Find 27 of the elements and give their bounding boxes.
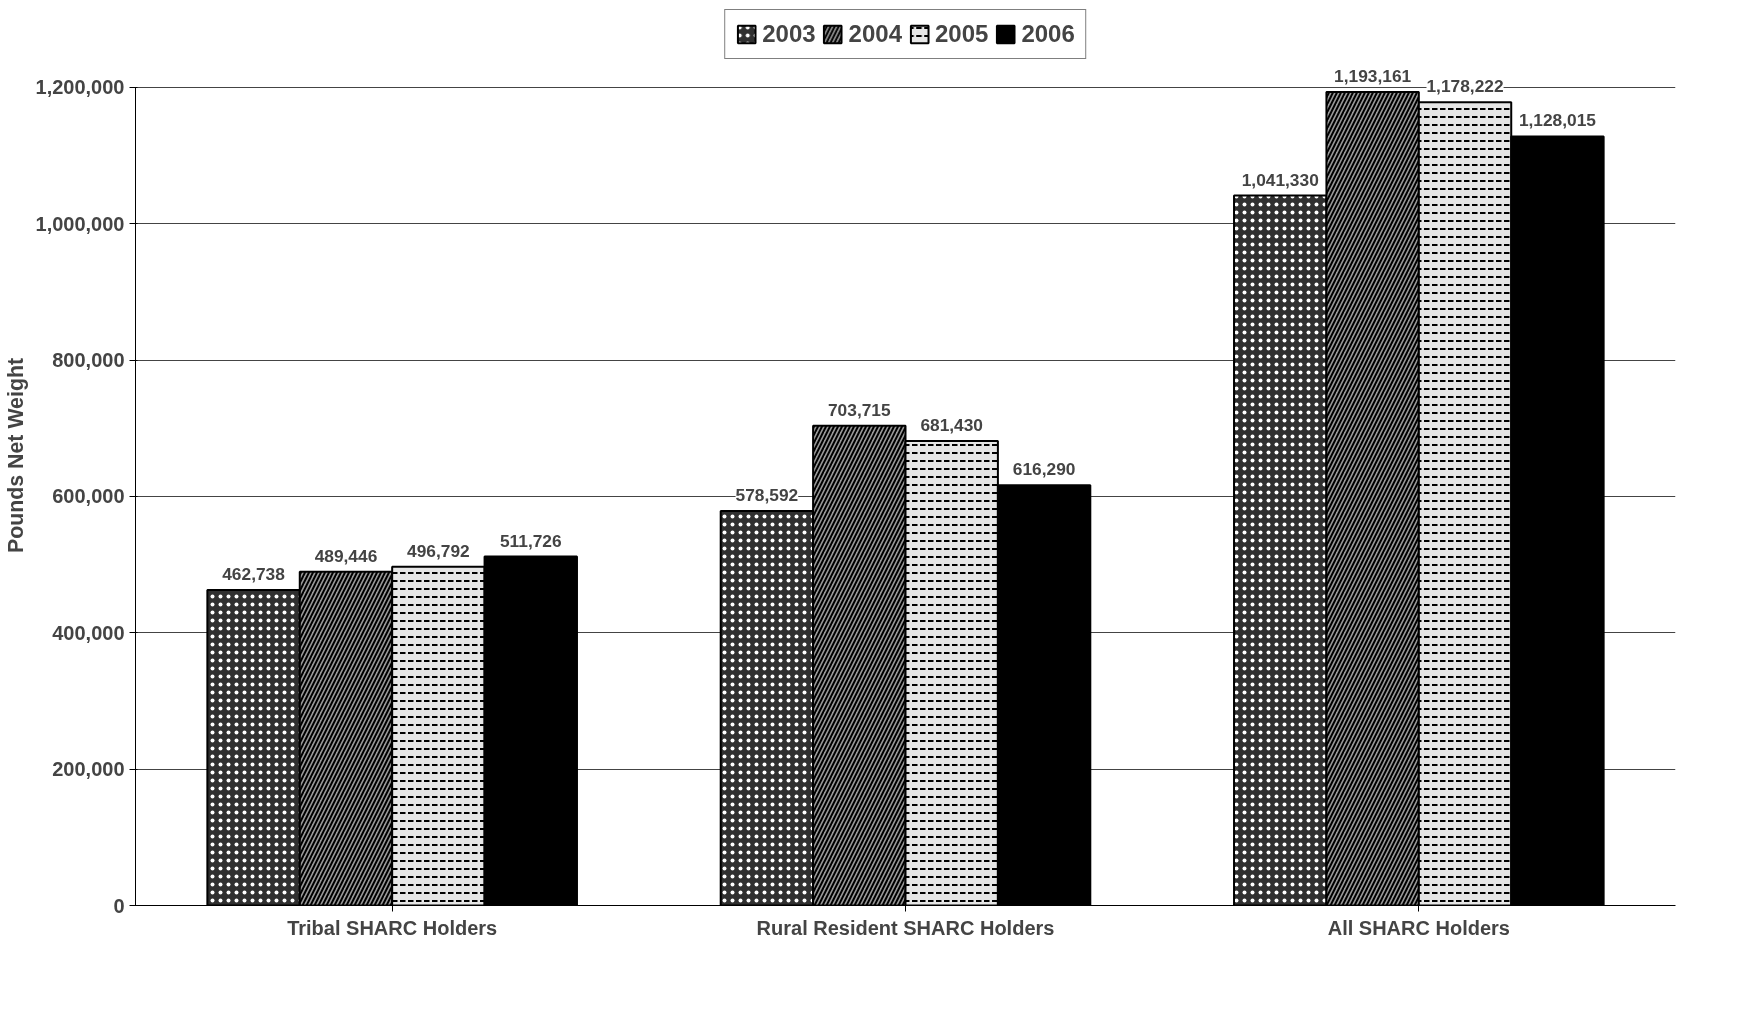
y-tick-label: 1,200,000 (35, 76, 125, 99)
data-label: 462,738 (222, 564, 286, 584)
x-tick-label: Tribal SHARC Holders (287, 916, 498, 939)
data-label: 703,715 (827, 399, 891, 420)
y-tick-label: 1,000,000 (35, 212, 125, 235)
x-tick-label: Rural Resident SHARC Holders (756, 916, 1055, 939)
y-tick-label: 200,000 (52, 758, 125, 781)
data-label: 1,193,161 (1334, 65, 1412, 86)
y-tick-label: 400,000 (52, 621, 125, 644)
y-tick-label: 800,000 (52, 349, 125, 372)
data-label: 578,592 (735, 485, 799, 506)
legend-label: 2003 (762, 20, 816, 48)
y-tick-label: 0 (113, 894, 125, 917)
data-label: 1,178,222 (1426, 76, 1504, 97)
data-label: 616,290 (1012, 459, 1076, 480)
data-label: 1,128,015 (1518, 110, 1597, 131)
data-label: 1,041,330 (1241, 169, 1319, 190)
legend-label: 2005 (935, 20, 989, 48)
legend-label: 2004 (848, 20, 902, 48)
data-label: 496,792 (407, 540, 470, 561)
legend-label: 2006 (1021, 20, 1075, 48)
y-axis-title: Pounds Net Weight (3, 357, 28, 554)
x-tick-label: All SHARC Holders (1327, 916, 1510, 939)
data-label: 511,726 (499, 530, 562, 551)
y-tick-label: 600,000 (52, 485, 125, 508)
data-label: 681,430 (920, 414, 984, 435)
data-label: 489,446 (314, 545, 378, 566)
